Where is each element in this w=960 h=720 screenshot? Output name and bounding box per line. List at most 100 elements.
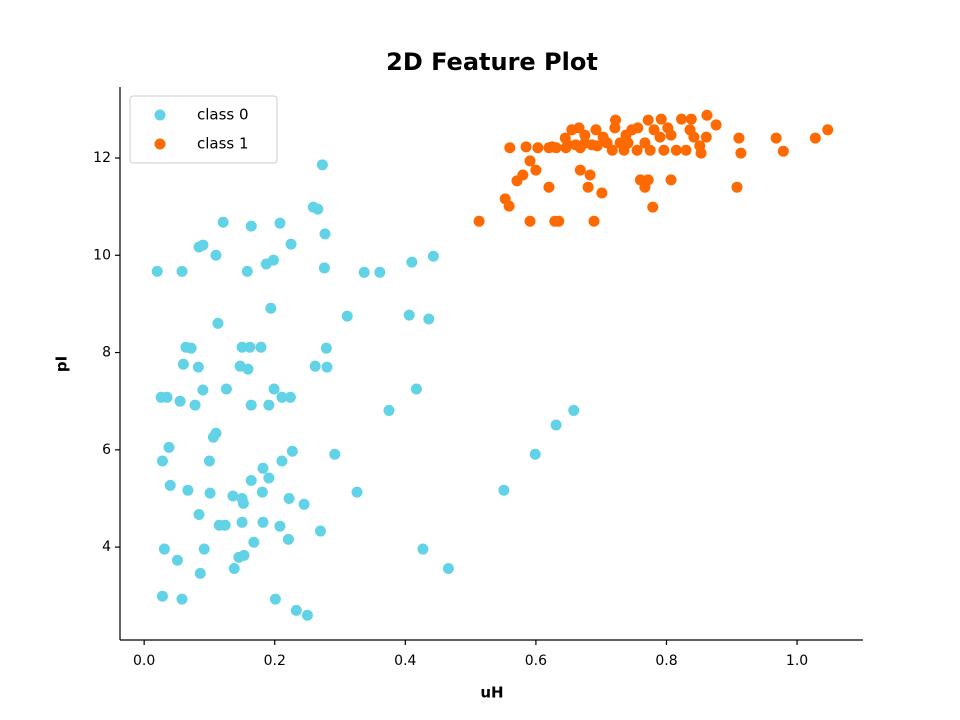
point bbox=[584, 169, 596, 181]
point bbox=[244, 341, 256, 353]
point bbox=[406, 256, 418, 268]
point bbox=[631, 144, 643, 156]
point bbox=[517, 169, 529, 181]
point bbox=[320, 342, 332, 354]
point bbox=[520, 141, 532, 153]
point bbox=[276, 455, 288, 467]
point bbox=[639, 137, 651, 149]
legend-label: class 1 bbox=[197, 135, 249, 153]
x-axis-label: uH bbox=[480, 684, 503, 702]
point bbox=[658, 144, 670, 156]
point bbox=[822, 124, 834, 136]
point bbox=[282, 533, 294, 545]
point bbox=[265, 302, 277, 314]
point bbox=[284, 391, 296, 403]
point bbox=[263, 399, 275, 411]
point bbox=[570, 139, 582, 151]
point bbox=[276, 391, 288, 403]
point bbox=[588, 215, 600, 227]
point bbox=[204, 487, 216, 499]
x-tick-label: 0.8 bbox=[655, 653, 677, 669]
point bbox=[504, 142, 516, 154]
point bbox=[286, 445, 298, 457]
point bbox=[242, 363, 254, 375]
point bbox=[189, 399, 201, 411]
point bbox=[164, 479, 176, 491]
point bbox=[550, 419, 562, 431]
point bbox=[245, 399, 257, 411]
point bbox=[245, 220, 257, 232]
point bbox=[614, 137, 626, 149]
point bbox=[197, 239, 209, 251]
point bbox=[185, 342, 197, 354]
point bbox=[383, 404, 395, 416]
point bbox=[163, 441, 175, 453]
point bbox=[194, 567, 206, 579]
point bbox=[298, 498, 310, 510]
point bbox=[236, 516, 248, 528]
point bbox=[257, 462, 269, 474]
point bbox=[665, 174, 677, 186]
legend-marker bbox=[154, 138, 166, 150]
y-tick-label: 8 bbox=[102, 345, 111, 361]
point bbox=[710, 119, 722, 131]
point bbox=[770, 132, 782, 144]
point bbox=[245, 474, 257, 486]
point bbox=[228, 563, 240, 575]
point bbox=[312, 203, 324, 215]
point bbox=[632, 122, 644, 134]
point bbox=[358, 266, 370, 278]
point bbox=[197, 384, 209, 396]
point bbox=[219, 519, 231, 531]
point bbox=[809, 132, 821, 144]
point bbox=[274, 217, 286, 229]
point bbox=[212, 317, 224, 329]
legend-box bbox=[129, 95, 278, 164]
point bbox=[290, 604, 302, 616]
point bbox=[210, 249, 222, 261]
point bbox=[156, 590, 168, 602]
point bbox=[574, 164, 586, 176]
point bbox=[161, 391, 173, 403]
point bbox=[568, 404, 580, 416]
point bbox=[670, 144, 682, 156]
x-tick-label: 1.0 bbox=[786, 653, 808, 669]
point bbox=[301, 609, 313, 621]
y-tick-label: 6 bbox=[102, 442, 111, 458]
point bbox=[192, 361, 204, 373]
point bbox=[156, 455, 168, 467]
point bbox=[701, 109, 713, 121]
point bbox=[579, 129, 591, 141]
point bbox=[654, 131, 666, 143]
point bbox=[237, 497, 249, 509]
point bbox=[573, 122, 585, 134]
point bbox=[241, 265, 253, 277]
point bbox=[642, 174, 654, 186]
point bbox=[665, 129, 677, 141]
point bbox=[582, 181, 594, 193]
point bbox=[374, 266, 386, 278]
point bbox=[543, 181, 555, 193]
legend-marker bbox=[154, 109, 166, 121]
y-tick-label: 10 bbox=[93, 247, 111, 263]
point bbox=[579, 137, 591, 149]
point bbox=[198, 543, 210, 555]
point bbox=[283, 492, 295, 504]
point bbox=[590, 124, 602, 136]
point bbox=[735, 147, 747, 159]
point bbox=[675, 113, 687, 125]
point bbox=[524, 215, 536, 227]
point bbox=[550, 142, 562, 154]
point bbox=[410, 383, 422, 395]
point bbox=[248, 536, 260, 548]
point bbox=[314, 525, 326, 537]
point bbox=[318, 262, 330, 274]
point bbox=[529, 448, 541, 460]
point bbox=[321, 361, 333, 373]
point bbox=[255, 341, 267, 353]
point bbox=[532, 142, 544, 154]
point bbox=[176, 265, 188, 277]
point bbox=[174, 395, 186, 407]
x-tick-label: 0.2 bbox=[264, 653, 286, 669]
point bbox=[257, 516, 269, 528]
